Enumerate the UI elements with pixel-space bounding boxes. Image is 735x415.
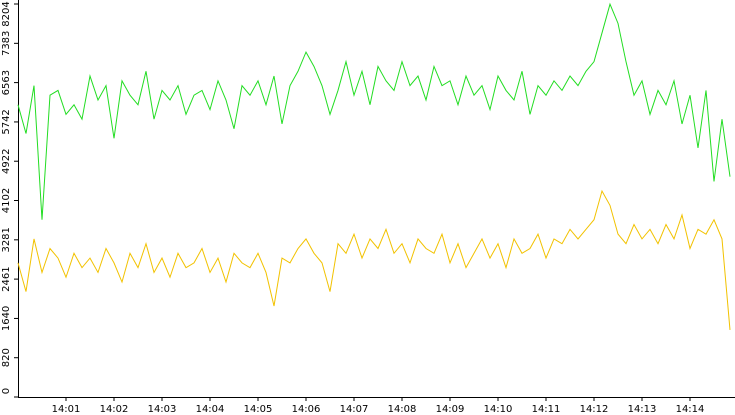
x-tick-label: 14:05: [244, 404, 273, 415]
x-tick-label: 14:11: [532, 404, 561, 415]
series-line: [17, 189, 731, 330]
y-tick-label: 2461: [1, 266, 12, 291]
x-tick-label: 14:07: [340, 404, 369, 415]
x-tick-label: 14:09: [436, 404, 465, 415]
x-tick-label: 14:12: [580, 404, 609, 415]
x-tick-label: 14:01: [52, 404, 81, 415]
x-tick-label: 14:10: [484, 404, 513, 415]
series-line: [17, 2, 731, 220]
y-tick-label: 820: [1, 348, 12, 367]
y-tick-label: 0: [1, 388, 12, 394]
x-tick-label: 14:14: [676, 404, 705, 415]
x-tick-label: 14:03: [148, 404, 177, 415]
y-tick-label: 6563: [1, 70, 12, 95]
y-tick-label: 4922: [1, 148, 12, 173]
x-tick-label: 14:08: [388, 404, 417, 415]
x-tick-label: 14:04: [196, 404, 225, 415]
y-tick-label: 8204: [1, 1, 12, 26]
x-tick-label: 14:06: [292, 404, 321, 415]
x-tick-label: 14:02: [100, 404, 129, 415]
y-tick-label: 7383: [1, 31, 12, 56]
x-tick-label: 14:13: [628, 404, 657, 415]
y-tick-label: 3281: [1, 227, 12, 252]
y-tick-label: 1640: [1, 306, 12, 331]
y-tick-label: 5742: [1, 109, 12, 134]
y-tick-label: 4102: [1, 188, 12, 213]
